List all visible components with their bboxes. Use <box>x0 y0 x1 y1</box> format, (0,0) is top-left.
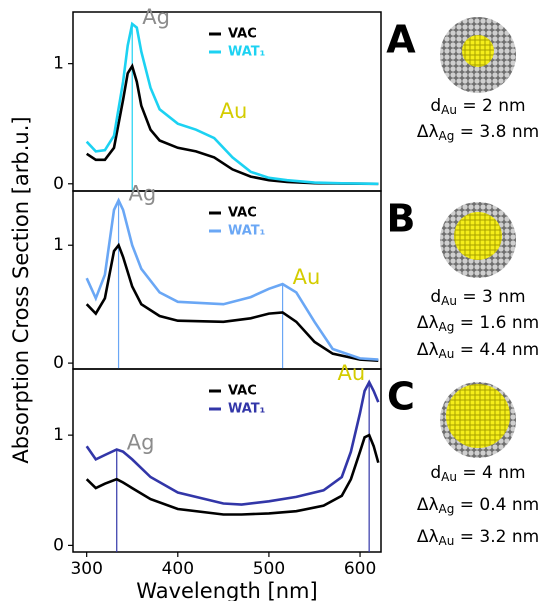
legend-label: VAC <box>228 206 257 221</box>
panel-letter: C <box>387 375 415 419</box>
series-line <box>85 433 380 516</box>
series-line <box>85 379 380 506</box>
x-axis-label: Wavelength [nm] <box>136 579 317 601</box>
nanoparticle-core <box>454 212 502 260</box>
info-text: = 3.2 nm <box>454 527 539 547</box>
info-subscript: Ag <box>439 320 455 334</box>
x-tick-label: 400 <box>162 559 194 579</box>
info-subscript: Ag <box>439 129 455 143</box>
x-tick-label: 600 <box>344 559 376 579</box>
particle-info: ΔλAg = 0.4 nm <box>417 495 539 516</box>
info-text: = 4.4 nm <box>454 340 539 360</box>
particle-info: ΔλAu = 3.2 nm <box>417 527 539 548</box>
peak-label: Ag <box>129 181 157 205</box>
info-symbol: d <box>430 96 441 116</box>
info-text: = 3 nm <box>457 287 526 307</box>
info-subscript: Au <box>441 103 457 117</box>
particle-info: dAu = 3 nm <box>430 287 525 308</box>
info-symbol: d <box>430 463 441 483</box>
series-line <box>85 62 379 186</box>
y-tick-label: 0 <box>53 353 64 373</box>
particle-info: ΔλAu = 4.4 nm <box>417 340 539 361</box>
info-subscript: Au <box>439 347 455 361</box>
peak-label: Ag <box>127 430 155 454</box>
x-tick-label: 500 <box>253 559 285 579</box>
info-subscript: Au <box>441 470 457 484</box>
particle-info: dAu = 4 nm <box>430 463 525 484</box>
nanoparticle-core <box>462 35 494 67</box>
info-subscript: Ag <box>439 502 455 516</box>
legend-label: WAT₁ <box>228 224 265 239</box>
info-text: = 0.4 nm <box>454 495 539 515</box>
plot-frame <box>72 368 382 553</box>
peak-label: Au <box>293 265 321 289</box>
legend-label: VAC <box>228 27 257 42</box>
x-tick-label: 300 <box>70 559 102 579</box>
info-symbol: Δλ <box>417 527 439 547</box>
info-symbol: d <box>430 287 441 307</box>
panel-letter: B <box>387 197 416 241</box>
info-text: = 4 nm <box>457 463 526 483</box>
particle-info: ΔλAg = 3.8 nm <box>417 122 539 143</box>
peak-label: Au <box>337 361 365 385</box>
legend-label: WAT₁ <box>228 45 265 60</box>
series-line <box>85 242 379 362</box>
info-symbol: Δλ <box>417 122 439 142</box>
particle-info: ΔλAg = 1.6 nm <box>417 313 539 334</box>
y-tick-label: 1 <box>53 54 64 74</box>
series-line <box>85 21 379 186</box>
nanoparticle-core <box>446 384 510 448</box>
info-text: = 3.8 nm <box>454 122 539 142</box>
peak-label: Au <box>220 99 248 123</box>
y-axis-label: Absorption Cross Section [arb.u.] <box>9 116 33 463</box>
info-subscript: Au <box>441 294 457 308</box>
legend-label: WAT₁ <box>228 402 265 417</box>
info-text: = 1.6 nm <box>454 313 539 333</box>
particle-info: dAu = 2 nm <box>430 96 525 117</box>
info-symbol: Δλ <box>417 340 439 360</box>
info-text: = 2 nm <box>457 96 526 116</box>
info-subscript: Au <box>439 534 455 548</box>
y-tick-label: 1 <box>53 425 64 445</box>
info-symbol: Δλ <box>417 313 439 333</box>
y-tick-label: 1 <box>53 235 64 255</box>
legend-label: VAC <box>228 384 257 399</box>
peak-label: Ag <box>142 5 170 29</box>
panel-letter: A <box>386 18 416 62</box>
y-tick-label: 0 <box>53 535 64 555</box>
y-tick-label: 0 <box>53 174 64 194</box>
series-line <box>85 197 379 361</box>
info-symbol: Δλ <box>417 495 439 515</box>
plot-frame <box>72 190 382 370</box>
